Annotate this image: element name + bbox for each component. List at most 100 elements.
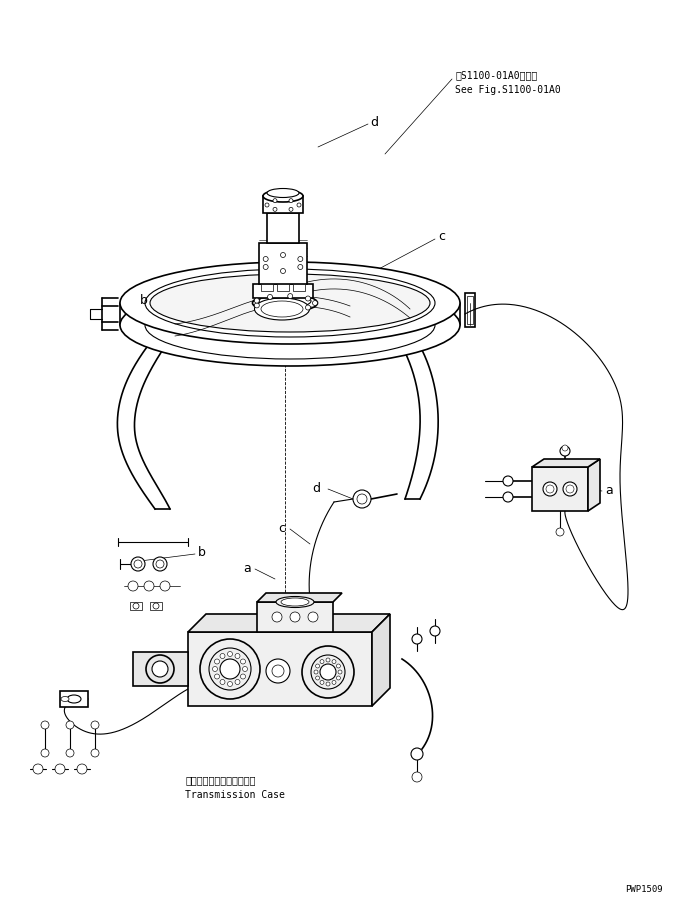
Ellipse shape xyxy=(255,299,310,320)
Ellipse shape xyxy=(261,301,303,318)
Circle shape xyxy=(131,557,145,571)
Circle shape xyxy=(556,529,564,537)
Circle shape xyxy=(298,257,303,262)
Circle shape xyxy=(228,652,232,657)
Circle shape xyxy=(147,308,151,312)
Circle shape xyxy=(156,560,164,568)
Circle shape xyxy=(220,654,225,658)
Circle shape xyxy=(289,208,293,212)
Text: PWP1509: PWP1509 xyxy=(625,885,663,894)
Circle shape xyxy=(298,265,303,271)
Circle shape xyxy=(280,253,285,258)
Polygon shape xyxy=(588,459,600,511)
Circle shape xyxy=(411,748,423,760)
Polygon shape xyxy=(253,285,313,299)
Circle shape xyxy=(287,336,294,342)
Circle shape xyxy=(200,640,260,699)
Circle shape xyxy=(562,446,568,452)
Circle shape xyxy=(357,494,367,504)
Circle shape xyxy=(194,328,201,336)
Ellipse shape xyxy=(67,695,81,704)
Text: 第S1100-01A0図参照: 第S1100-01A0図参照 xyxy=(455,70,537,80)
Circle shape xyxy=(152,661,168,677)
Circle shape xyxy=(273,199,277,204)
Circle shape xyxy=(273,273,277,277)
Circle shape xyxy=(273,208,277,212)
Circle shape xyxy=(333,329,336,333)
Ellipse shape xyxy=(145,270,435,337)
Circle shape xyxy=(129,300,136,308)
Text: b: b xyxy=(140,293,148,306)
Circle shape xyxy=(302,647,354,698)
Circle shape xyxy=(241,659,246,664)
Polygon shape xyxy=(532,459,600,467)
Text: Transmission Case: Transmission Case xyxy=(185,789,285,799)
Bar xyxy=(60,691,88,707)
Circle shape xyxy=(254,299,260,304)
Circle shape xyxy=(137,290,144,297)
Circle shape xyxy=(332,681,336,685)
Circle shape xyxy=(265,204,269,207)
Text: a: a xyxy=(243,561,251,574)
Ellipse shape xyxy=(276,597,314,608)
Circle shape xyxy=(543,483,557,496)
Circle shape xyxy=(91,722,99,729)
Circle shape xyxy=(66,750,74,757)
Circle shape xyxy=(267,308,273,312)
Circle shape xyxy=(560,446,570,456)
Circle shape xyxy=(134,560,142,568)
Polygon shape xyxy=(532,467,588,511)
Bar xyxy=(293,285,305,291)
Circle shape xyxy=(384,281,388,284)
Circle shape xyxy=(254,304,260,308)
Circle shape xyxy=(216,277,220,281)
Circle shape xyxy=(66,722,74,729)
Circle shape xyxy=(153,603,159,610)
Circle shape xyxy=(171,285,175,289)
Circle shape xyxy=(263,265,268,271)
Circle shape xyxy=(306,297,310,301)
Circle shape xyxy=(320,681,324,685)
Circle shape xyxy=(280,269,285,274)
Circle shape xyxy=(335,334,342,340)
Circle shape xyxy=(335,267,342,274)
Circle shape xyxy=(384,323,388,327)
Polygon shape xyxy=(257,594,342,603)
Circle shape xyxy=(326,658,330,662)
Circle shape xyxy=(563,483,577,496)
Ellipse shape xyxy=(145,291,435,360)
Circle shape xyxy=(266,659,290,683)
Circle shape xyxy=(315,664,319,668)
Circle shape xyxy=(420,314,424,318)
Circle shape xyxy=(287,265,294,272)
Circle shape xyxy=(160,582,170,592)
Circle shape xyxy=(313,301,317,306)
Polygon shape xyxy=(372,614,390,706)
Polygon shape xyxy=(263,197,303,214)
Text: b: b xyxy=(198,546,206,559)
Circle shape xyxy=(55,764,65,774)
Polygon shape xyxy=(257,603,333,632)
Circle shape xyxy=(287,308,293,313)
Circle shape xyxy=(33,764,43,774)
Circle shape xyxy=(412,772,422,782)
Circle shape xyxy=(287,294,293,299)
Circle shape xyxy=(220,680,225,685)
Text: See Fig.S1100-01A0: See Fig.S1100-01A0 xyxy=(455,85,561,95)
Circle shape xyxy=(413,321,420,327)
Circle shape xyxy=(267,295,273,300)
Circle shape xyxy=(332,660,336,664)
Text: d: d xyxy=(370,115,378,128)
Circle shape xyxy=(147,296,151,299)
Text: c: c xyxy=(438,230,445,244)
Ellipse shape xyxy=(259,295,311,308)
Circle shape xyxy=(241,675,246,679)
Circle shape xyxy=(314,670,318,675)
Polygon shape xyxy=(133,652,188,686)
Ellipse shape xyxy=(120,262,460,345)
Circle shape xyxy=(306,306,310,310)
Ellipse shape xyxy=(263,191,303,203)
Circle shape xyxy=(320,664,336,680)
Circle shape xyxy=(272,666,284,677)
Circle shape xyxy=(144,582,154,592)
